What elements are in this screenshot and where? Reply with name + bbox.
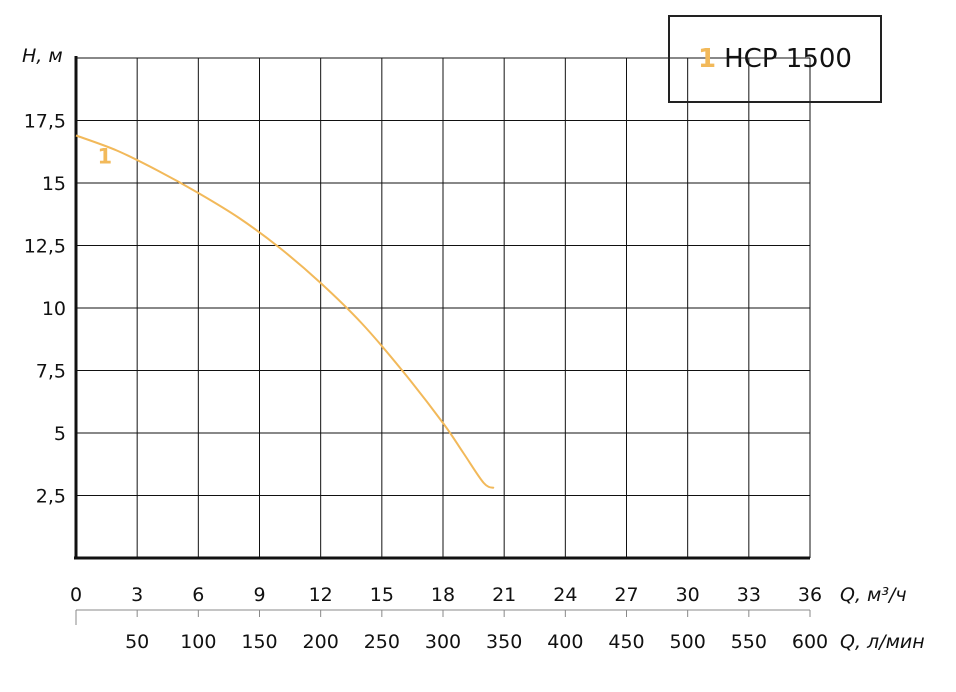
series-line-hcp-1500 xyxy=(75,134,495,489)
x-tick-label: 12 xyxy=(309,584,333,606)
x-tick-label: 33 xyxy=(737,584,761,606)
x2-tick-label: 300 xyxy=(425,631,461,653)
x2-tick-label: 500 xyxy=(670,631,706,653)
x-tick-label: 36 xyxy=(798,584,822,606)
y-tick-labels: 17,5 15 12,5 10 7,5 5 2,5 xyxy=(24,111,66,508)
y-axis-title: H, м xyxy=(22,45,63,67)
x2-tick-label: 200 xyxy=(303,631,339,653)
y-tick-label: 2,5 xyxy=(36,486,66,508)
y-tick-label: 17,5 xyxy=(24,111,66,133)
axes xyxy=(74,56,810,560)
x2-tick-label: 250 xyxy=(364,631,400,653)
legend: 1 HCP 1500 xyxy=(668,15,882,103)
x-axis-title: Q, м³/ч xyxy=(840,584,907,606)
y-tick-label: 5 xyxy=(54,423,66,445)
x-tick-labels: 0 3 6 9 12 15 18 21 24 27 30 33 36 xyxy=(70,584,822,617)
x-tick-label: 6 xyxy=(192,584,204,606)
x-tick-label: 24 xyxy=(553,584,577,606)
x2-axis-title: Q, л/мин xyxy=(840,631,925,653)
x2-tick-label: 150 xyxy=(241,631,277,653)
x2-tick-label: 50 xyxy=(125,631,149,653)
y-tick-label: 7,5 xyxy=(36,361,66,383)
y-tick-label: 12,5 xyxy=(24,236,66,258)
x2-tick-label: 100 xyxy=(180,631,216,653)
x-tick-label: 18 xyxy=(431,584,455,606)
x2-tick-label: 400 xyxy=(547,631,583,653)
x-tick-label: 27 xyxy=(614,584,638,606)
x-tick-label: 21 xyxy=(492,584,516,606)
x2-tick-label: 600 xyxy=(792,631,828,653)
series-label: 1 xyxy=(97,145,112,169)
grid-lines xyxy=(76,57,811,558)
legend-series-number: 1 xyxy=(698,44,717,74)
y-tick-label: 15 xyxy=(42,173,66,195)
y-tick-label: 10 xyxy=(42,298,66,320)
series-layer: 1 xyxy=(75,134,495,489)
legend-series-name: HCP 1500 xyxy=(724,44,852,74)
x2-tick-label: 350 xyxy=(486,631,522,653)
x-tick-label: 3 xyxy=(131,584,143,606)
x2-tick-label: 550 xyxy=(731,631,767,653)
x-tick-label: 9 xyxy=(253,584,265,606)
x-tick-label: 15 xyxy=(370,584,394,606)
x-tick-label: 30 xyxy=(676,584,700,606)
x2-tick-label: 450 xyxy=(608,631,644,653)
x-tick-label: 0 xyxy=(70,584,82,606)
x2-tick-labels: 50 100 150 200 250 300 350 400 450 500 550 600 xyxy=(75,615,828,653)
